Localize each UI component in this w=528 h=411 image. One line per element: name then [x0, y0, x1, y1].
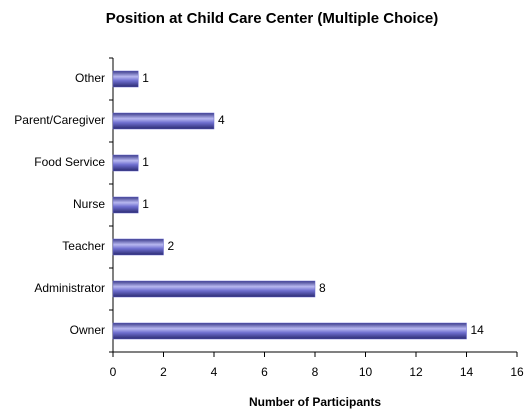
x-tick-label: 6: [261, 365, 268, 379]
x-tick-label: 16: [510, 365, 524, 379]
x-tick-label: 12: [409, 365, 423, 379]
x-tick-label: 14: [460, 365, 474, 379]
y-tick-label: Food Service: [34, 155, 105, 169]
y-tick-label: Nurse: [73, 197, 105, 211]
y-tick-label: Owner: [70, 323, 105, 337]
value-label: 1: [142, 197, 149, 211]
bar: [112, 280, 316, 298]
y-tick-label: Teacher: [62, 239, 105, 253]
x-tick-label: 4: [211, 365, 218, 379]
x-tick-label: 8: [312, 365, 319, 379]
x-tick-label: 2: [160, 365, 167, 379]
value-label: 14: [471, 323, 485, 337]
bar: [112, 196, 139, 214]
x-tick-label: 0: [110, 365, 117, 379]
y-tick-label: Administrator: [34, 281, 105, 295]
value-label: 1: [142, 155, 149, 169]
value-label: 1: [142, 71, 149, 85]
value-label: 8: [319, 281, 326, 295]
value-label: 4: [218, 113, 225, 127]
y-tick-label: Parent/Caregiver: [14, 113, 105, 127]
value-label: 2: [168, 239, 175, 253]
bar: [112, 70, 139, 88]
bar: [112, 154, 139, 172]
y-tick-label: Other: [75, 71, 105, 85]
bar: [112, 238, 164, 256]
x-tick-label: 10: [359, 365, 373, 379]
chart-title: Position at Child Care Center (Multiple …: [106, 10, 439, 27]
bar: [112, 322, 467, 340]
x-axis-label: Number of Participants: [249, 395, 381, 409]
bar: [112, 112, 215, 130]
